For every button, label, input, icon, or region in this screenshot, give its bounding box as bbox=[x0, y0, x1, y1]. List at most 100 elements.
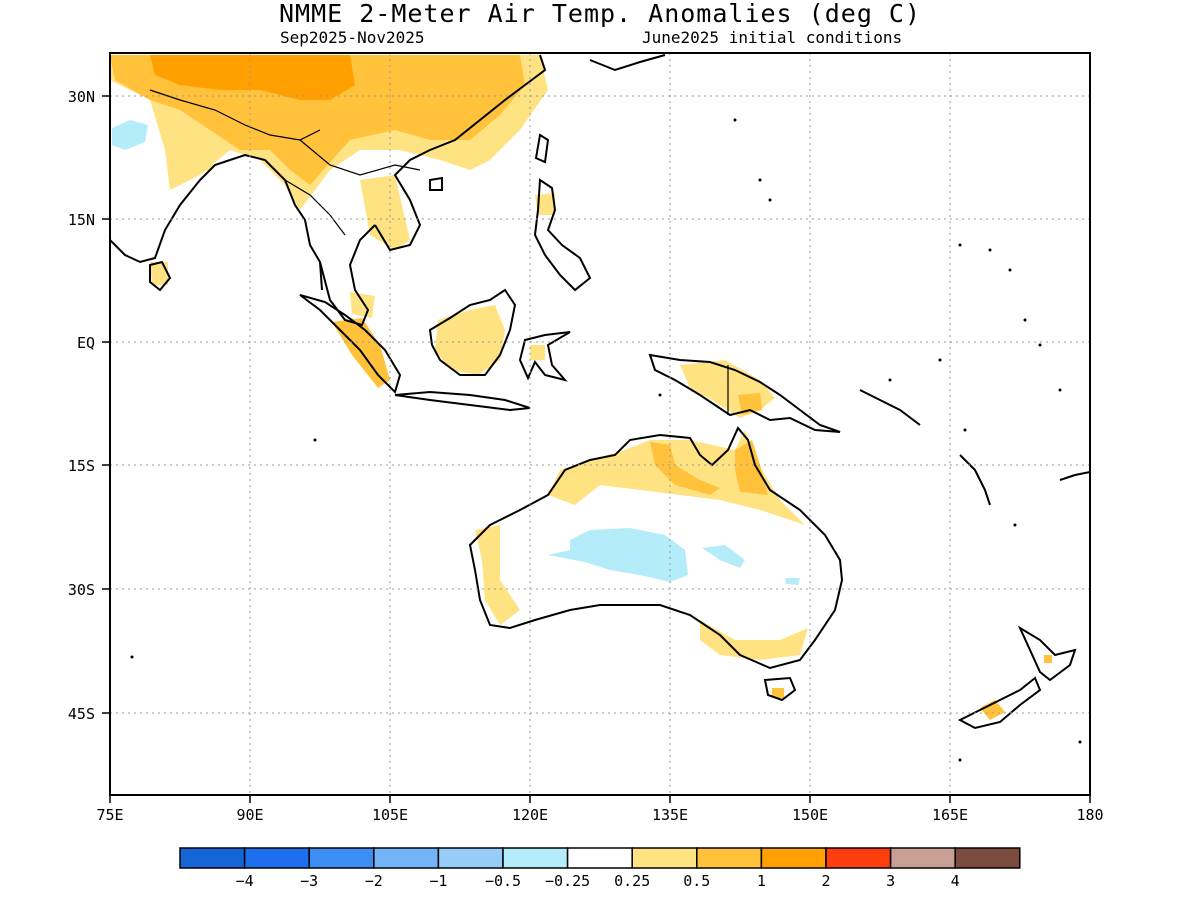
anomaly-sulawesi bbox=[530, 345, 545, 360]
coast-java bbox=[394, 390, 531, 412]
coast-malay-peninsula bbox=[319, 224, 376, 327]
colorbar-swatch bbox=[373, 847, 440, 869]
colorbar-swatch bbox=[308, 847, 375, 869]
colorbar-label: 0.5 bbox=[683, 872, 710, 890]
coast-taiwan bbox=[534, 133, 550, 164]
island-dot bbox=[733, 118, 737, 122]
colorbar-swatch bbox=[243, 847, 310, 869]
colorbar-label: 3 bbox=[886, 872, 895, 890]
anomaly-west-australia bbox=[475, 525, 520, 625]
lon-label-75e: 75E bbox=[96, 806, 123, 824]
lon-label-180: 180 bbox=[1076, 806, 1103, 824]
coast-vanuatu bbox=[959, 454, 991, 506]
map-frame bbox=[109, 52, 1091, 796]
borders bbox=[149, 89, 729, 415]
coast-philippines bbox=[533, 178, 592, 292]
lon-label-150e: 150E bbox=[792, 806, 828, 824]
coast-fiji bbox=[1059, 471, 1091, 481]
colorbar-label: 1 bbox=[757, 872, 766, 890]
island-dot bbox=[963, 428, 967, 432]
colorbar-label: −1 bbox=[429, 872, 447, 890]
lat-label-15s: 15S bbox=[68, 457, 95, 475]
anomaly-indochina bbox=[360, 175, 410, 250]
colorbar-swatch bbox=[954, 847, 1021, 869]
lat-label-30s: 30S bbox=[68, 581, 95, 599]
lat-label-15n: 15N bbox=[68, 211, 95, 229]
coast-bay-bengal bbox=[229, 153, 323, 291]
border-china-sea bbox=[299, 139, 421, 176]
coast-hainan bbox=[429, 176, 443, 191]
colorbar-swatch bbox=[825, 847, 892, 869]
anomaly-queensland-cool bbox=[702, 545, 745, 568]
coastlines bbox=[109, 54, 1091, 730]
coast-new-guinea bbox=[648, 353, 841, 433]
initial-conditions: June2025 initial conditions bbox=[642, 28, 903, 47]
anomaly-india-patch bbox=[195, 150, 215, 172]
colorbar-label: 0.25 bbox=[614, 872, 650, 890]
island-dot bbox=[1008, 268, 1012, 272]
island-dot bbox=[888, 378, 892, 382]
coast-srilanka bbox=[149, 260, 172, 292]
colorbar-swatch bbox=[889, 847, 956, 869]
lon-label-120e: 120E bbox=[512, 806, 548, 824]
anomaly-south-australia bbox=[700, 620, 808, 660]
anomaly-arabian-sea-cool bbox=[112, 120, 148, 150]
colorbar-swatch bbox=[437, 847, 504, 869]
map-title: NMME 2-Meter Air Temp. Anomalies (deg C) bbox=[278, 0, 922, 28]
anomaly-central-australia-cool bbox=[548, 528, 688, 582]
anomaly-carpentaria-warm bbox=[650, 442, 720, 495]
coast-sumatra bbox=[299, 294, 402, 394]
coast-sulawesi bbox=[518, 331, 571, 382]
lat-label-30n: 30N bbox=[68, 88, 95, 106]
coast-india bbox=[109, 159, 231, 264]
coast-nz-south bbox=[957, 676, 1042, 730]
colorbar: −4 −3 −2 −1 −0.5 −0.25 0.25 0.5 1 2 3 4 bbox=[179, 847, 1021, 890]
colorbar-label: −0.5 bbox=[485, 872, 521, 890]
anomaly-nz bbox=[980, 700, 1005, 720]
forecast-period: Sep2025-Nov2025 bbox=[280, 28, 425, 47]
coast-nz-north bbox=[1017, 625, 1077, 682]
lon-axis bbox=[109, 795, 1091, 803]
colorbar-swatch bbox=[502, 847, 569, 869]
island-dot bbox=[958, 243, 962, 247]
anomaly-borneo bbox=[435, 305, 505, 375]
colorbar-swatch bbox=[696, 847, 763, 869]
coast-solomon bbox=[859, 389, 921, 426]
lon-label-90e: 90E bbox=[236, 806, 263, 824]
colorbar-label: −3 bbox=[300, 872, 318, 890]
island-dot bbox=[1038, 343, 1042, 347]
island-dot bbox=[938, 358, 942, 362]
anomaly-cape-york-warm bbox=[735, 440, 768, 495]
coast-indochina bbox=[374, 54, 547, 252]
anomaly-fills bbox=[110, 55, 1052, 720]
anomaly-tasmania bbox=[772, 688, 784, 698]
colorbar-swatch bbox=[760, 847, 827, 869]
coast-australia bbox=[468, 426, 844, 670]
anomaly-tibet-hot bbox=[150, 55, 355, 100]
anomaly-srilanka bbox=[150, 262, 168, 285]
lat-label-45s: 45S bbox=[68, 705, 95, 723]
colorbar-label: 2 bbox=[821, 872, 830, 890]
island-dot bbox=[758, 178, 762, 182]
anomaly-malay bbox=[350, 292, 375, 318]
pacific-islands bbox=[130, 118, 1082, 762]
island-dot bbox=[658, 393, 662, 397]
colorbar-label: −4 bbox=[236, 872, 254, 890]
island-dot bbox=[988, 248, 992, 252]
island-dot bbox=[768, 198, 772, 202]
lat-axis bbox=[102, 95, 110, 714]
island-dot bbox=[1078, 740, 1082, 744]
colorbar-label: 4 bbox=[951, 872, 960, 890]
coast-tasmania bbox=[763, 676, 797, 702]
anomaly-nz-north bbox=[1044, 655, 1052, 663]
colorbar-swatch bbox=[179, 847, 246, 869]
lon-label-135e: 135E bbox=[652, 806, 688, 824]
lon-label-165e: 165E bbox=[932, 806, 968, 824]
island-dot bbox=[1058, 388, 1062, 392]
coast-japan-south bbox=[589, 54, 666, 72]
island-dot bbox=[130, 655, 134, 659]
anomaly-nsw-cool bbox=[785, 578, 800, 585]
anomaly-new-guinea-warm bbox=[738, 393, 762, 415]
gridlines bbox=[110, 53, 1090, 795]
colorbar-swatch bbox=[631, 847, 698, 869]
